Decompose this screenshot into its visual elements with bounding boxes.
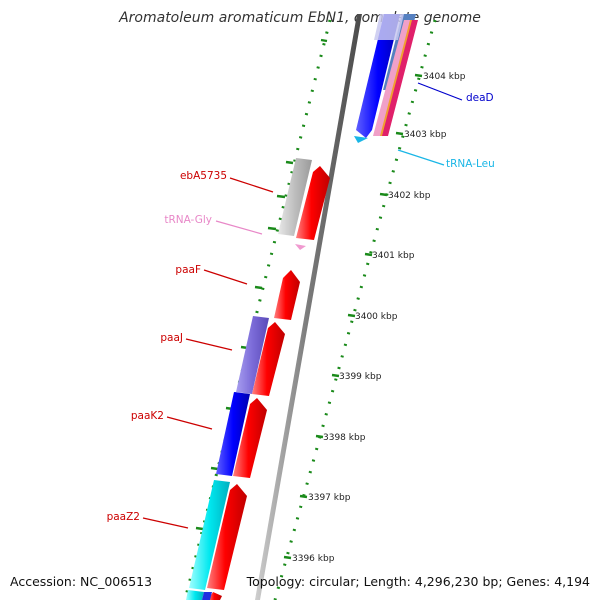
gene-label-paaJ: paaJ [160, 332, 183, 344]
gene-label-trna-leu: tRNA-Leu [446, 158, 495, 170]
gene-label-trna-gly: tRNA-Gly [164, 214, 212, 226]
scale-label: 3397 kbp [308, 493, 351, 503]
trna-gly-marker [295, 244, 306, 250]
scale-label: 3400 kbp [355, 312, 398, 322]
accession-text: Accession: NC_006513 [10, 574, 153, 589]
ebA5735-leader [229, 177, 274, 193]
cds-cyan-paaZ2 [189, 480, 230, 590]
cds-blue-deaD [356, 14, 400, 138]
scale-label: 3404 kbp [423, 72, 466, 82]
paaZ2-leader [142, 517, 189, 529]
cds-red-ebA5735 [296, 166, 330, 240]
trna-leu-leader [397, 149, 445, 166]
cds-red-paaJ [252, 322, 285, 396]
cds-red-bottom [208, 592, 222, 600]
cds-cyan-bottom [186, 590, 204, 600]
topology-text: Topology: circular; Length: 4,296,230 bp… [246, 574, 590, 589]
cds-blue-paaK2 [216, 392, 250, 476]
scale-label: 3398 kbp [323, 433, 366, 443]
paaF-leader [203, 269, 248, 285]
outer-scale-dots [273, 19, 437, 600]
scale-label: 3399 kbp [339, 372, 382, 382]
outer-scale-ticks [283, 73, 423, 560]
gene-label-paaK2: paaK2 [131, 410, 164, 422]
genome-backbone [255, 14, 362, 600]
cds-gray-ebA5735 [278, 158, 312, 236]
trna-leu-marker [354, 136, 368, 143]
paaK2-leader [166, 416, 213, 430]
scale-label: 3402 kbp [388, 191, 431, 201]
scale-label: 3403 kbp [404, 130, 447, 140]
cds-pink-stripe [373, 20, 412, 136]
gene-label-ebA5735: ebA5735 [180, 170, 227, 182]
cds-red-paaF [274, 270, 300, 320]
cds-red-paaK2 [233, 398, 267, 478]
cds-blue-bottom [202, 592, 212, 600]
trna-gly-leader [215, 220, 263, 235]
cds-lavender-top [374, 14, 404, 40]
paaJ-leader [185, 338, 233, 351]
scale-label: 3401 kbp [372, 251, 415, 261]
cds-purple-paaJ [236, 316, 269, 394]
cds-magenta-stripe [382, 20, 418, 136]
scale-label: 3396 kbp [292, 554, 335, 564]
gene-label-deaD: deaD [466, 92, 494, 104]
gene-label-paaF: paaF [175, 264, 201, 276]
deaD-leader [417, 82, 463, 101]
cds-red-paaZ2 [207, 484, 247, 590]
gene-label-paaZ2: paaZ2 [107, 511, 140, 523]
